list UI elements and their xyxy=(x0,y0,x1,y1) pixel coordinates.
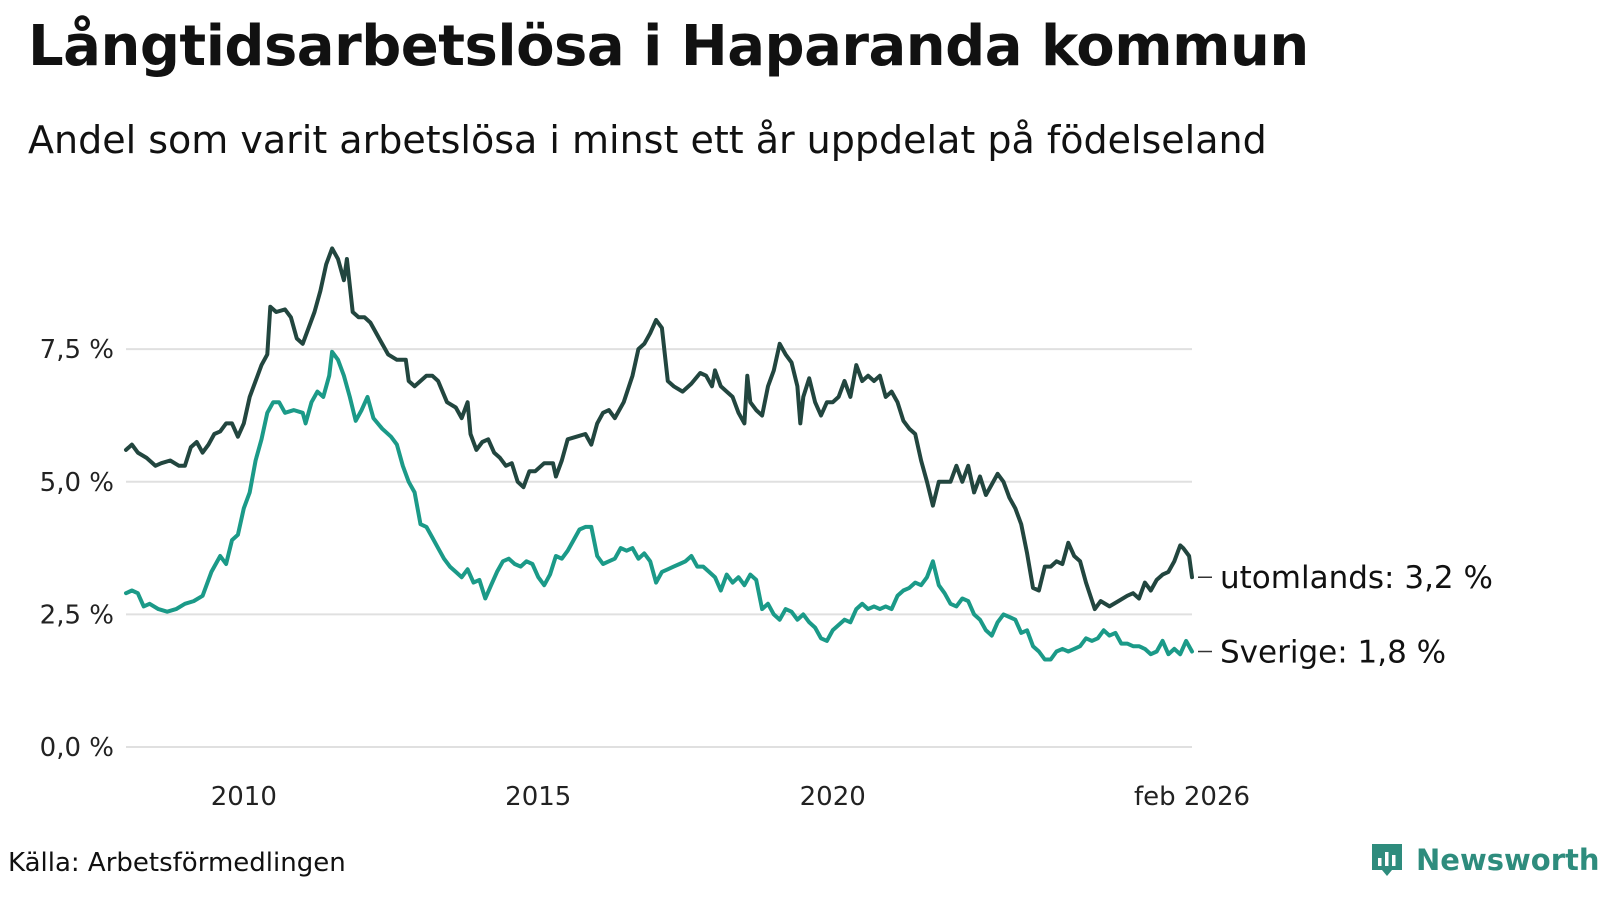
series-line-utomlands xyxy=(124,246,1194,612)
series-end-labels: utomlands: 3,2 % Sverige: 1,8 % xyxy=(1198,560,1493,671)
y-tick-label: 0,0 % xyxy=(40,733,114,763)
x-tick-label: 2015 xyxy=(505,782,571,812)
chart-title: Långtidsarbetslösa i Haparanda kommun xyxy=(28,14,1309,79)
chart-subtitle: Andel som varit arbetslösa i minst ett å… xyxy=(28,118,1267,162)
series-lines xyxy=(124,246,1194,662)
y-tick-label: 5,0 % xyxy=(40,468,114,498)
source-note: Källa: Arbetsförmedlingen xyxy=(8,848,346,878)
x-axis-tick-labels: 2010 2015 2020 feb 2026 xyxy=(211,782,1250,812)
series-end-label-utomlands: utomlands: 3,2 % xyxy=(1220,560,1493,596)
brand: Newsworthy xyxy=(1370,842,1600,878)
series-end-label-sverige: Sverige: 1,8 % xyxy=(1220,635,1446,671)
bar-chart-icon xyxy=(1372,844,1402,876)
grid-lines xyxy=(126,348,1192,748)
brand-name: Newsworthy xyxy=(1416,843,1600,877)
x-tick-label: feb 2026 xyxy=(1134,782,1250,812)
y-axis-tick-labels: 0,0 % 2,5 % 5,0 % 7,5 % xyxy=(40,335,114,763)
x-tick-label: 2020 xyxy=(800,782,866,812)
y-tick-label: 2,5 % xyxy=(40,600,114,630)
y-tick-label: 7,5 % xyxy=(40,335,114,365)
series-line-sverige xyxy=(124,349,1194,662)
x-tick-label: 2010 xyxy=(211,782,277,812)
